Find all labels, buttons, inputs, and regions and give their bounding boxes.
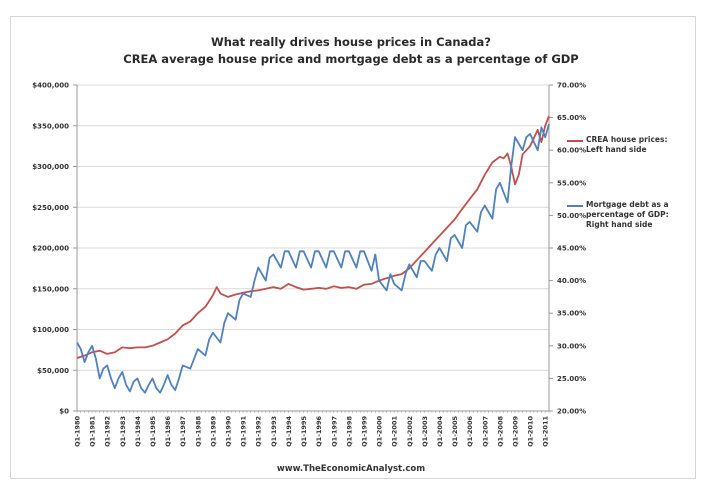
y-left-tick-label: $100,000: [32, 326, 69, 334]
y-right-tick-label: 60.00%: [557, 147, 586, 155]
x-tick-label: Q1-2010: [527, 416, 535, 447]
x-tick-label: Q1-2001: [391, 416, 399, 447]
x-tick-label: Q1-2000: [376, 416, 384, 447]
x-tick-label: Q1-1999: [360, 416, 368, 447]
x-tick-label: Q1-1988: [194, 416, 202, 447]
x-tick-label: Q1-1991: [240, 416, 248, 447]
x-tick-label: Q1-2007: [481, 416, 489, 447]
x-tick-label: Q1-1989: [209, 416, 217, 447]
y-left-tick-label: $150,000: [32, 285, 69, 293]
y-right-tick-label: 25.00%: [557, 375, 586, 383]
x-tick-label: Q1-1987: [179, 416, 187, 447]
y-right-tick-label: 20.00%: [557, 408, 586, 416]
y-right-tick-label: 65.00%: [557, 114, 586, 122]
x-tick-label: Q1-1986: [164, 416, 172, 447]
x-tick-label: Q1-1995: [300, 416, 308, 447]
x-tick-label: Q1-2004: [436, 416, 444, 447]
x-tick-label: Q1-1998: [345, 416, 353, 447]
x-tick-label: Q1-2002: [406, 416, 414, 447]
x-tick-label: Q1-1993: [270, 416, 278, 447]
x-tick-label: Q1-1985: [149, 416, 157, 447]
legend-swatch-mortgage-debt: [567, 205, 583, 207]
x-tick-label: Q1-1981: [89, 416, 97, 447]
y-right-tick-label: 55.00%: [557, 179, 586, 187]
y-right-tick-label: 30.00%: [557, 342, 586, 350]
y-right-tick-label: 70.00%: [557, 82, 586, 90]
x-tick-label: Q1-1992: [255, 416, 263, 447]
y-left-tick-label: $50,000: [37, 367, 69, 375]
y-left-tick-label: $300,000: [32, 163, 69, 171]
x-tick-label: Q1-2008: [496, 416, 504, 447]
x-tick-label: Q1-1980: [74, 416, 82, 447]
x-tick-label: Q1-1997: [330, 416, 338, 447]
y-left-tick-label: $250,000: [32, 204, 69, 212]
y-left-tick-label: $350,000: [32, 122, 69, 130]
x-tick-label: Q1-2009: [512, 416, 520, 447]
x-tick-label: Q1-1983: [119, 416, 127, 447]
chart-subtitle: CREA average house price and mortgage de…: [123, 52, 579, 66]
x-tick-label: Q1-1996: [315, 416, 323, 447]
x-tick-label: Q1-1990: [225, 416, 233, 447]
x-tick-label: Q1-2011: [542, 416, 550, 447]
y-left-tick-label: $200,000: [32, 245, 69, 253]
legend-swatch-house-prices: [567, 140, 583, 142]
y-left-tick-label: $0: [59, 408, 69, 416]
x-tick-label: Q1-2006: [466, 416, 474, 447]
chart-source: www.TheEconomicAnalyst.com: [276, 464, 426, 474]
x-tick-label: Q1-1994: [285, 416, 293, 447]
y-right-tick-label: 40.00%: [557, 277, 586, 285]
y-right-tick-label: 45.00%: [557, 245, 586, 253]
y-left-tick-label: $400,000: [32, 82, 69, 90]
x-tick-label: Q1-2005: [451, 416, 459, 447]
y-right-tick-label: 50.00%: [557, 212, 586, 220]
legend-house-prices: CREA house prices: Left hand side: [586, 135, 668, 154]
chart-title: What really drives house prices in Canad…: [211, 35, 491, 49]
y-right-tick-label: 35.00%: [557, 310, 586, 318]
series-line-mortgage-debt: [76, 123, 550, 394]
x-tick-label: Q1-1982: [104, 416, 112, 447]
legend-mortgage-debt: Mortgage debt as a percentage of GDP: Ri…: [586, 200, 669, 229]
series-line-house-prices: [76, 115, 550, 359]
x-tick-label: Q1-2003: [421, 416, 429, 447]
x-tick-label: Q1-1984: [134, 416, 142, 447]
